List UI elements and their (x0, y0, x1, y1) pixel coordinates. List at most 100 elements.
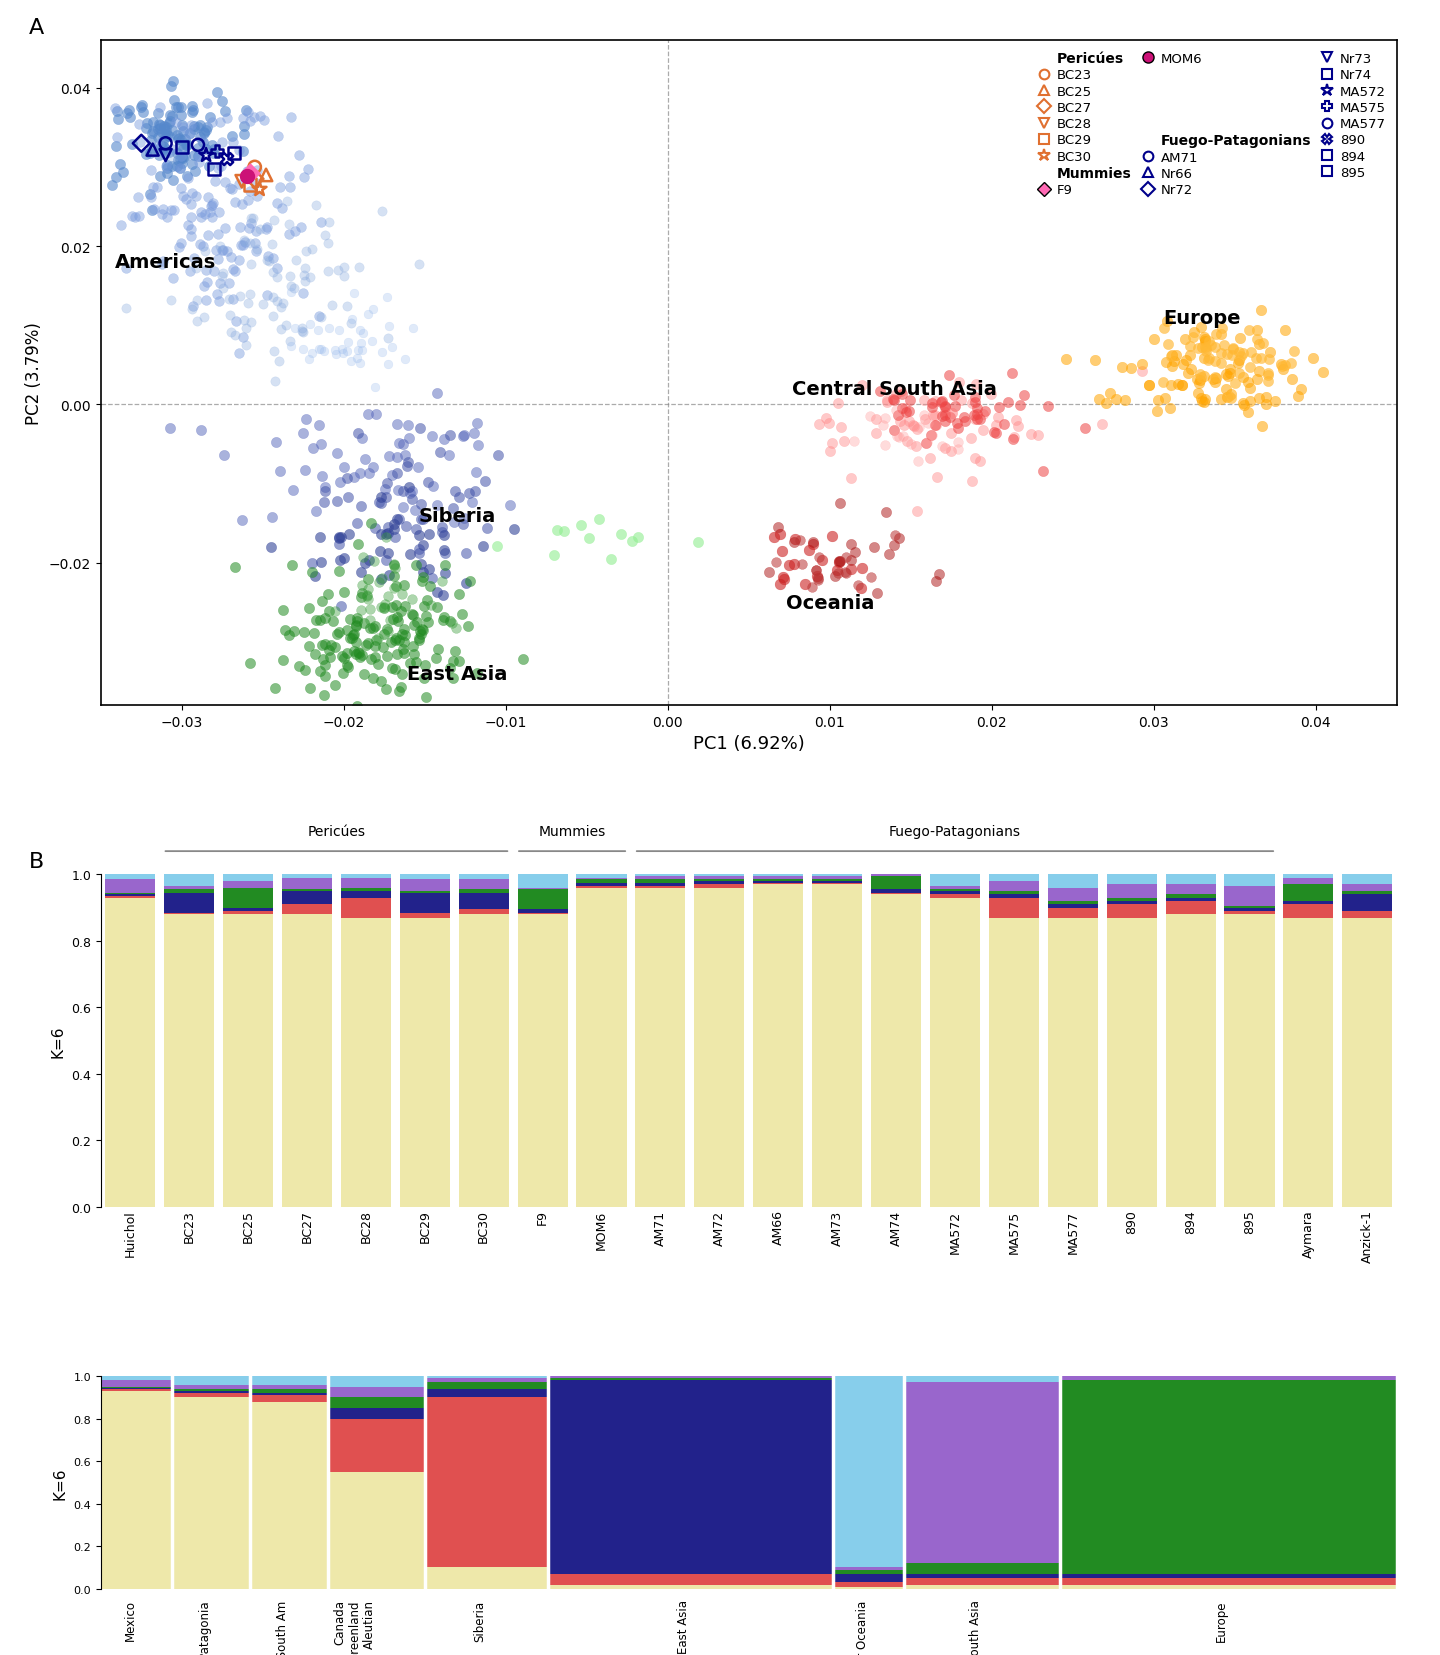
Point (138, 182, 161, 209)
Point (439, 609, 462, 636)
Point (174, 144, 197, 170)
Bar (328, 1377, 425, 1387)
Point (200, 192, 223, 218)
Point (140, 127, 163, 154)
Point (356, 576, 379, 602)
Point (317, 258, 340, 285)
Point (1250, 346, 1273, 372)
Text: Near Oceania: Near Oceania (855, 1599, 868, 1655)
Point (239, 205, 262, 232)
Point (1191, 334, 1214, 361)
Bar (812, 875, 863, 877)
Point (223, 260, 246, 286)
Point (1153, 386, 1176, 412)
Point (347, 338, 370, 364)
Text: Oceania: Oceania (786, 594, 874, 612)
Point (307, 318, 330, 344)
Point (1247, 386, 1270, 412)
Point (933, 402, 956, 429)
Point (569, 513, 592, 540)
Bar (753, 875, 804, 877)
Text: East Asia: East Asia (408, 665, 507, 684)
Point (442, 510, 465, 536)
Point (262, 260, 285, 286)
Point (141, 119, 164, 146)
Bar (223, 915, 274, 1206)
Point (324, 634, 347, 660)
Point (363, 515, 386, 541)
Point (310, 432, 333, 458)
Point (327, 258, 350, 285)
Point (183, 114, 206, 141)
Point (883, 533, 906, 559)
Point (1005, 407, 1028, 434)
Point (1273, 353, 1296, 379)
Point (343, 463, 366, 490)
Point (346, 607, 369, 634)
Point (886, 402, 909, 429)
Point (158, 109, 181, 136)
Point (312, 490, 336, 516)
Point (433, 553, 456, 579)
Bar (1060, 1377, 1397, 1380)
Point (387, 627, 410, 654)
Bar (400, 894, 449, 914)
Point (363, 548, 386, 574)
Bar (1283, 902, 1333, 905)
Point (292, 164, 315, 190)
Bar (105, 897, 156, 899)
Point (383, 563, 406, 589)
Bar (635, 880, 685, 884)
Bar (223, 882, 274, 889)
Bar (694, 880, 744, 882)
Point (271, 597, 294, 624)
Point (203, 136, 226, 162)
Point (913, 387, 936, 414)
Point (317, 581, 340, 607)
Point (145, 174, 168, 200)
Point (906, 417, 929, 444)
Point (896, 399, 919, 425)
Point (157, 111, 180, 137)
Point (202, 190, 225, 217)
Point (971, 417, 994, 444)
Point (350, 573, 373, 599)
Point (386, 412, 409, 439)
Bar (251, 1402, 327, 1589)
Y-axis label: K=6: K=6 (50, 1024, 66, 1058)
Point (314, 606, 337, 632)
Point (396, 453, 419, 480)
Point (210, 129, 233, 156)
Point (235, 333, 258, 359)
Point (350, 584, 373, 611)
Point (467, 432, 490, 458)
Point (840, 531, 863, 558)
Point (249, 104, 272, 131)
Point (393, 594, 416, 621)
Point (141, 121, 164, 147)
Point (801, 531, 824, 558)
Point (922, 402, 945, 429)
Point (386, 444, 409, 470)
Point (1247, 359, 1270, 386)
Point (828, 490, 851, 516)
Point (239, 161, 262, 187)
Point (408, 626, 431, 652)
Bar (576, 875, 626, 879)
Point (448, 485, 471, 511)
Point (842, 429, 865, 455)
Point (1001, 427, 1024, 453)
Point (166, 94, 189, 121)
Point (325, 440, 348, 467)
Point (199, 194, 222, 220)
Point (302, 621, 325, 647)
Point (350, 559, 373, 586)
Point (292, 619, 315, 645)
Bar (1224, 912, 1274, 915)
Point (160, 118, 183, 144)
Bar (1283, 879, 1333, 885)
Point (330, 525, 353, 551)
Point (361, 455, 384, 482)
Point (1211, 314, 1234, 341)
Bar (459, 894, 508, 910)
